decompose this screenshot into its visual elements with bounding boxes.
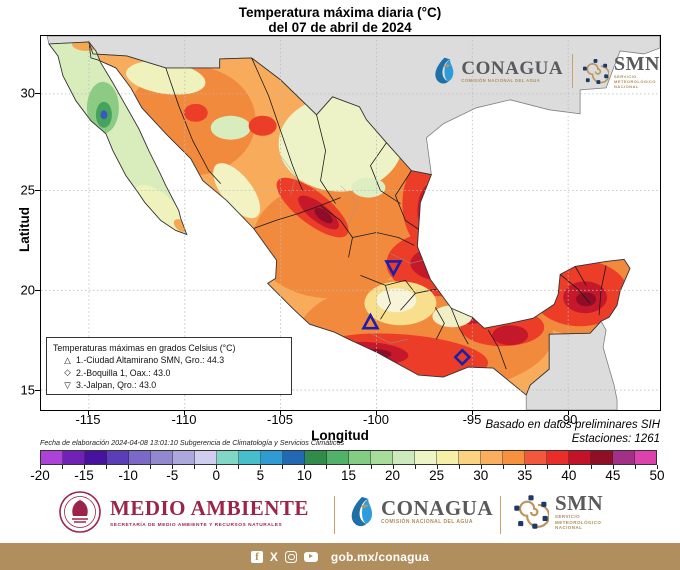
smn-wordmark: SMN [555,491,604,515]
x-axis-label: Longitud [311,428,369,443]
colorbar-cells [40,450,657,465]
footer-divider-1 [334,496,335,534]
map-title-line2: del 07 de abril de 2024 [268,20,412,35]
conagua-logo-footer: CONAGUA COMISIÓN NACIONAL DEL AGUA [349,495,493,529]
smn-subtitle-line1: SERVICIO [555,514,581,519]
gobmx-link[interactable]: gob.mx/conagua [330,549,430,564]
smn-subtitle-line1: SERVICIO [614,73,637,79]
facebook-icon[interactable]: f [250,550,263,563]
legend-items: △ 1.-Ciudad Altamirano SMN, Gro.: 44.3 ◇ 2.… [53,355,287,391]
conagua-drop-icon [351,496,373,527]
station-marker-diamond [453,348,472,366]
legend-item: ▽ 3.-Jalpan, Qro.: 43.0 [64,379,157,391]
smn-subtitle-line3: NACIONAL [555,525,583,531]
station-marker-triangle-up [361,312,380,330]
smn-wordmark: SMN [614,52,660,75]
medio-ambiente-subtitle: SECRETARÍA DE MEDIO AMBIENTE Y RECURSOS … [110,523,283,528]
medio-ambiente-logo: MEDIO AMBIENTE SECRETARÍA DE MEDIO AMBIE… [58,490,309,534]
conagua-subtitle: COMISIÓN NACIONAL DEL AGUA [461,77,541,83]
baja-coastline [48,41,188,236]
logo-divider [572,54,574,88]
smn-logo-footer: SMN SERVICIO METEOROLÓGICO NACIONAL [513,493,603,531]
mainland-coastline [88,41,631,396]
smn-subtitle-line2: METEOROLÓGICO [555,519,602,525]
footer-logos: MEDIO AMBIENTE SECRETARÍA DE MEDIO AMBIE… [0,487,680,543]
data-source-notes: Basado en datos preliminares SIH Estacio… [485,418,660,446]
conagua-drop-icon [435,57,454,84]
gobierno-seal-icon [59,491,101,533]
instagram-icon[interactable] [284,550,297,563]
conagua-logo-top: CONAGUA COMISIÓN NACIONAL DEL AGUA [433,56,563,86]
legend-item: △ 1.-Ciudad Altamirano SMN, Gro.: 44.3 [64,354,225,366]
youtube-icon[interactable] [303,551,318,562]
conagua-subtitle: COMISIÓN NACIONAL DEL AGUA [381,519,473,526]
x-twitter-icon[interactable]: X [269,549,278,564]
smn-spiral-icon [514,495,549,529]
smn-spiral-icon [583,58,610,84]
max-temperature-legend: Temperaturas máximas en grados Celsius (… [46,337,292,395]
footer-divider-2 [500,496,501,534]
medio-ambiente-wordmark: MEDIO AMBIENTE [110,496,309,520]
y-axis-label: Latitud [17,207,32,252]
smn-subtitle-line3: NACIONAL [614,83,639,89]
conagua-wordmark: CONAGUA [461,57,564,79]
elaboration-note: Fecha de elaboración 2024-04-08 13:01:10… [40,438,345,447]
legend-title: Temperaturas máximas en grados Celsius (… [53,343,236,353]
stations-count: Estaciones: 1261 [571,433,660,446]
map-title-line1: Temperatura máxima diaria (°C) [238,5,442,20]
map-header-logos: CONAGUA COMISIÓN NACIONAL DEL AGUA SMN S… [398,46,660,96]
legend-item: ◇ 2.-Boquilla 1, Oax.: 43.0 [64,367,171,378]
conagua-wordmark: CONAGUA [381,496,493,521]
preliminary-note: Basado en datos preliminares SIH [485,419,660,431]
social-bar: f X gob.mx/conagua [0,543,680,570]
smn-subtitle-line2: METEOROLÓGICO [614,78,656,84]
smn-logo-top: SMN SERVICIO METEOROLÓGICO NACIONAL [582,54,660,89]
minor-boundaries [280,155,427,344]
colorbar-labels: -20 -15 -10 -5 0 5 10 15 20 25 30 35 40 45 50 [30,468,665,483]
colorbar-ticks [40,465,658,470]
station-marker-triangle-down [384,260,403,278]
